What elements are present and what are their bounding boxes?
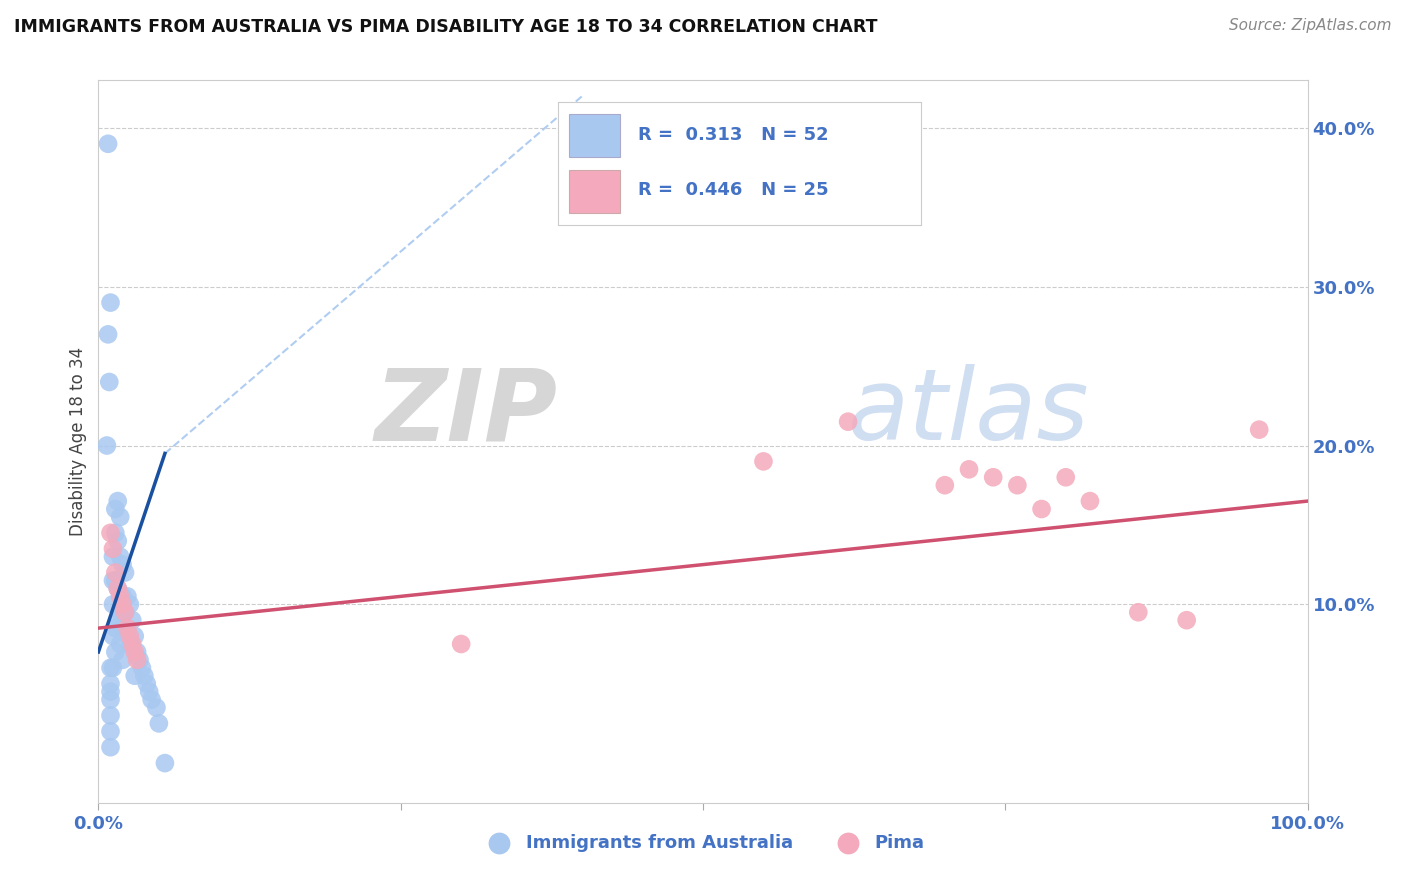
Point	[108, 549, 131, 564]
Point	[111, 590, 134, 604]
Point	[135, 676, 157, 690]
Text: atlas: atlas	[848, 364, 1090, 461]
Text: Source: ZipAtlas.com: Source: ZipAtlas.com	[1229, 18, 1392, 33]
Point	[111, 558, 134, 572]
Point	[98, 375, 121, 389]
Point	[1007, 478, 1029, 492]
Point	[100, 661, 122, 675]
Point	[108, 605, 131, 619]
Point	[752, 454, 775, 468]
Point	[145, 700, 167, 714]
Point	[104, 645, 127, 659]
Point	[111, 597, 134, 611]
Point	[127, 653, 149, 667]
Point	[101, 549, 124, 564]
Point	[107, 582, 129, 596]
Point	[107, 613, 129, 627]
Point	[118, 637, 141, 651]
Point	[101, 574, 124, 588]
Text: ZIP: ZIP	[375, 364, 558, 461]
Point	[114, 605, 136, 619]
Point	[101, 541, 124, 556]
Point	[117, 590, 139, 604]
Point	[153, 756, 176, 770]
Point	[1128, 605, 1150, 619]
Point	[117, 621, 139, 635]
Point	[104, 525, 127, 540]
Point	[124, 645, 146, 659]
Point	[100, 684, 122, 698]
Point	[104, 621, 127, 635]
Point	[934, 478, 956, 492]
Point	[111, 653, 134, 667]
Point	[111, 621, 134, 635]
Point	[108, 590, 131, 604]
Point	[100, 295, 122, 310]
Point	[100, 740, 122, 755]
Point	[118, 629, 141, 643]
Point	[957, 462, 980, 476]
Point	[124, 669, 146, 683]
Point	[124, 629, 146, 643]
Point	[96, 438, 118, 452]
Point	[100, 676, 122, 690]
Point	[104, 566, 127, 580]
Point	[101, 629, 124, 643]
Point	[101, 597, 124, 611]
Point	[97, 327, 120, 342]
Point	[1175, 613, 1198, 627]
Point	[108, 637, 131, 651]
Point	[141, 692, 163, 706]
Point	[121, 613, 143, 627]
Point	[128, 653, 150, 667]
Point	[104, 574, 127, 588]
Point	[100, 525, 122, 540]
Point	[114, 566, 136, 580]
Point	[127, 645, 149, 659]
Point	[100, 724, 122, 739]
Point	[148, 716, 170, 731]
Point	[107, 582, 129, 596]
Point	[104, 502, 127, 516]
Point	[1078, 494, 1101, 508]
Point	[1054, 470, 1077, 484]
Point	[981, 470, 1004, 484]
Point	[121, 637, 143, 651]
Point	[134, 669, 156, 683]
Point	[97, 136, 120, 151]
Point	[837, 415, 859, 429]
Point	[114, 605, 136, 619]
Point	[138, 684, 160, 698]
Point	[107, 533, 129, 548]
Point	[107, 494, 129, 508]
Point	[100, 708, 122, 723]
Point	[108, 510, 131, 524]
Point	[100, 692, 122, 706]
Text: IMMIGRANTS FROM AUSTRALIA VS PIMA DISABILITY AGE 18 TO 34 CORRELATION CHART: IMMIGRANTS FROM AUSTRALIA VS PIMA DISABI…	[14, 18, 877, 36]
Point	[1031, 502, 1053, 516]
Point	[131, 661, 153, 675]
Point	[118, 597, 141, 611]
Legend: Immigrants from Australia, Pima: Immigrants from Australia, Pima	[474, 826, 932, 859]
Point	[1249, 423, 1271, 437]
Y-axis label: Disability Age 18 to 34: Disability Age 18 to 34	[69, 347, 87, 536]
Point	[450, 637, 472, 651]
Point	[101, 661, 124, 675]
